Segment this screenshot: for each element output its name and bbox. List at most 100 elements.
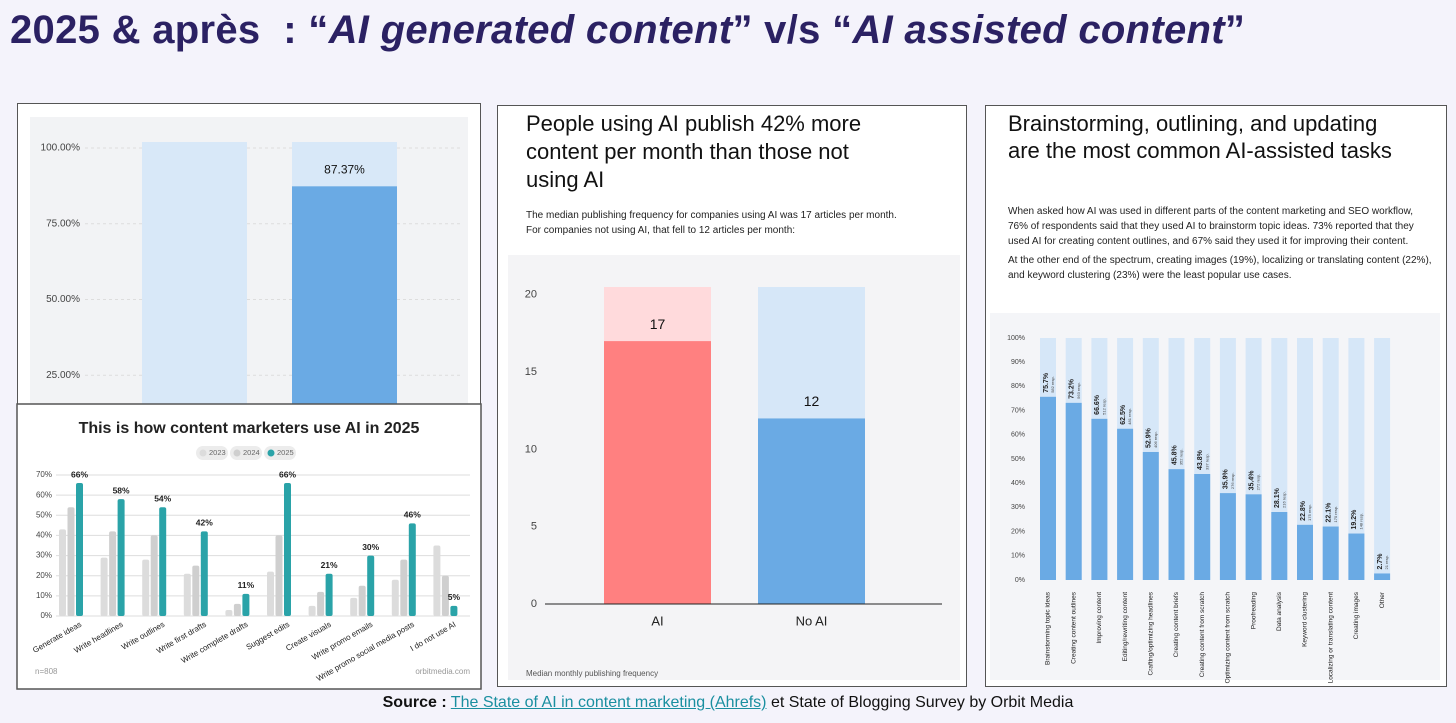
y-tick-label: 15	[525, 366, 537, 378]
x-tick-label: Editing/rewriting content	[1122, 592, 1129, 662]
slide-title: 2025 & après : “AI generated content” v/…	[10, 8, 1245, 53]
bar	[59, 529, 66, 616]
x-tick-label: Crafting/optimizing headlines	[1148, 591, 1155, 675]
bar	[1322, 526, 1339, 580]
bar	[408, 523, 416, 616]
bar	[358, 585, 366, 616]
x-tick-label: Localizing or translating content	[1327, 592, 1334, 684]
value-label: 22.8%	[1300, 500, 1307, 521]
y-tick-label: 70%	[36, 470, 52, 479]
bar	[1297, 524, 1313, 580]
bar	[441, 575, 449, 616]
bar	[117, 499, 125, 616]
bar	[1194, 474, 1211, 580]
x-tick-label: Creating content briefs	[1173, 591, 1180, 657]
value-label: 58%	[113, 485, 130, 495]
bar	[604, 341, 711, 604]
value-label: 30%	[362, 542, 379, 552]
x-tick-label: Creating content outlines	[1070, 591, 1077, 664]
value-sublabel: 276 resp.	[1230, 472, 1235, 489]
value-sublabel: 512 resp.	[1101, 398, 1106, 415]
bar	[350, 597, 358, 616]
chart-credit: orbitmedia.com	[415, 667, 470, 676]
value-label: 12	[804, 393, 820, 409]
value-label: 28.1%	[1274, 487, 1281, 508]
legend-label: 2025	[277, 448, 294, 457]
bar	[1040, 396, 1056, 580]
y-tick-label: 0%	[1015, 577, 1025, 584]
chart-background	[508, 255, 960, 680]
title-part: ”	[1224, 8, 1246, 52]
legend-pill	[264, 446, 296, 460]
legend-swatch	[199, 449, 207, 457]
y-tick-label: 90%	[1011, 359, 1025, 366]
bar	[275, 535, 283, 616]
value-label: 62.5%	[1120, 404, 1127, 425]
chart-note: n=808	[35, 667, 58, 676]
title-part: 2025 & après : “	[10, 8, 329, 52]
chart-2: 0 5 10 15 20 17 AI 12 No AI Median monthly publis…	[525, 287, 942, 678]
bar	[225, 609, 233, 616]
value-label: 17	[650, 316, 666, 332]
chart-background	[30, 117, 468, 405]
source-label: Source :	[382, 694, 447, 711]
title-part: ” v/s “	[732, 8, 853, 52]
bar	[159, 507, 167, 616]
bar	[1374, 573, 1391, 580]
value-label: 66.6%	[1094, 394, 1101, 415]
bar	[142, 559, 150, 616]
legend-label: 2024	[243, 448, 260, 457]
source: Source : The State of AI in content mark…	[0, 694, 1456, 712]
y-tick-label: 40%	[1011, 480, 1025, 487]
value-sublabel: 148 resp.	[1358, 513, 1363, 530]
value-label: 43.8%	[1197, 449, 1204, 470]
source-link[interactable]: The State of AI in content marketing (Ah…	[450, 694, 767, 711]
value-sublabel: 352 resp.	[1179, 448, 1184, 465]
title-part: AI assisted content	[852, 8, 1225, 52]
bar	[1348, 533, 1365, 580]
chart-background	[990, 313, 1440, 680]
value-sublabel: 170 resp.	[1333, 506, 1338, 523]
value-label: 35.9%	[1223, 468, 1230, 489]
bar	[150, 535, 158, 616]
y-tick-label: 30%	[36, 551, 52, 560]
bar	[1091, 418, 1108, 580]
y-tick-label: 100%	[1007, 335, 1025, 342]
x-tick-label: Data analysis	[1276, 591, 1283, 631]
bar	[1245, 494, 1262, 580]
chart-paragraph: At the other end of the spectrum, creati…	[1008, 255, 1432, 281]
bar	[200, 531, 208, 616]
chart-subtitle: The median publishing frequency for comp…	[526, 210, 897, 236]
bar	[433, 545, 441, 616]
value-label: 42%	[196, 518, 213, 528]
value-sublabel: 272 resp.	[1256, 474, 1261, 491]
y-tick-label: 40%	[36, 531, 52, 540]
bar	[1219, 493, 1236, 580]
chart-title: This is how content marketers use AI in …	[79, 420, 420, 437]
value-sublabel: 582 resp.	[1050, 376, 1055, 393]
y-tick-label: 50.00%	[46, 294, 80, 305]
bar	[76, 483, 83, 616]
value-sublabel: 563 resp.	[1076, 382, 1081, 399]
value-label: 11%	[238, 580, 255, 590]
y-tick-label: 60%	[36, 490, 52, 499]
y-tick-label: 5	[531, 521, 537, 533]
bar	[183, 573, 191, 616]
value-label: 2.7%	[1377, 553, 1384, 570]
y-tick-label: 10%	[36, 591, 52, 600]
value-sublabel: 481 resp.	[1127, 408, 1132, 425]
value-label: 52.9%	[1146, 427, 1153, 448]
legend-swatch	[233, 449, 241, 457]
bar	[192, 565, 200, 616]
source-rest: et State of Blogging Survey by Orbit Med…	[770, 694, 1074, 711]
legend-pill	[230, 446, 262, 460]
y-tick-label: 10%	[1011, 553, 1025, 560]
x-tick-label: Optimizing content from scratch	[1225, 592, 1232, 684]
value-label: 45.8%	[1171, 445, 1178, 466]
x-tick-label: Creating content from scratch	[1199, 592, 1206, 678]
value-label: 73.2%	[1069, 378, 1076, 399]
bar	[450, 605, 458, 616]
y-tick-label: 80%	[1011, 383, 1025, 390]
x-tick-label: Other	[1379, 591, 1386, 608]
